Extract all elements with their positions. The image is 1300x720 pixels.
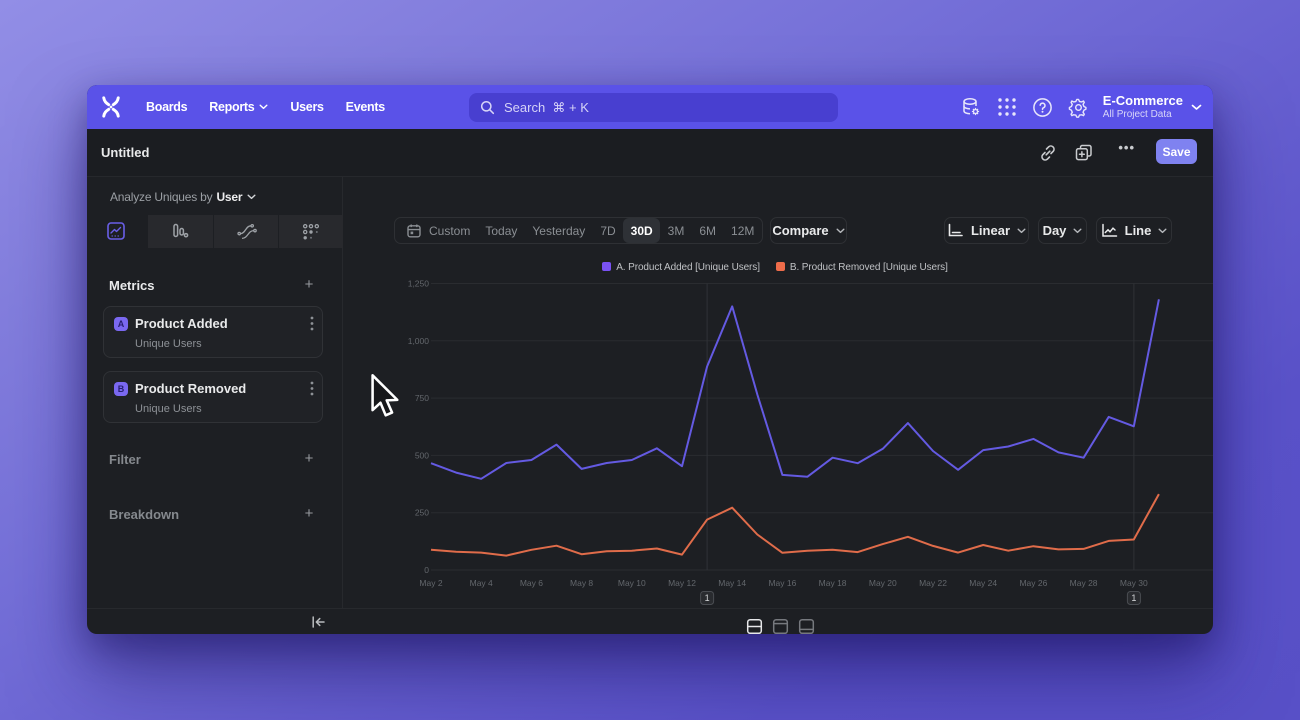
svg-text:May 10: May 10 bbox=[618, 578, 646, 588]
svg-text:May 28: May 28 bbox=[1070, 578, 1098, 588]
svg-text:1: 1 bbox=[1131, 593, 1136, 603]
svg-text:May 8: May 8 bbox=[570, 578, 593, 588]
svg-text:May 22: May 22 bbox=[919, 578, 947, 588]
svg-text:500: 500 bbox=[415, 450, 429, 460]
svg-text:1,000: 1,000 bbox=[408, 336, 430, 346]
svg-text:May 24: May 24 bbox=[969, 578, 997, 588]
svg-text:May 30: May 30 bbox=[1120, 578, 1148, 588]
svg-text:May 12: May 12 bbox=[668, 578, 696, 588]
svg-text:1: 1 bbox=[705, 593, 710, 603]
svg-text:May 14: May 14 bbox=[718, 578, 746, 588]
svg-text:0: 0 bbox=[424, 565, 429, 575]
svg-text:May 16: May 16 bbox=[768, 578, 796, 588]
svg-text:May 18: May 18 bbox=[819, 578, 847, 588]
svg-text:May 26: May 26 bbox=[1019, 578, 1047, 588]
svg-text:250: 250 bbox=[415, 508, 429, 518]
svg-text:750: 750 bbox=[415, 393, 429, 403]
svg-text:May 20: May 20 bbox=[869, 578, 897, 588]
svg-text:May 2: May 2 bbox=[419, 578, 442, 588]
svg-text:May 6: May 6 bbox=[520, 578, 543, 588]
svg-text:May 4: May 4 bbox=[470, 578, 493, 588]
svg-text:1,250: 1,250 bbox=[408, 279, 430, 289]
